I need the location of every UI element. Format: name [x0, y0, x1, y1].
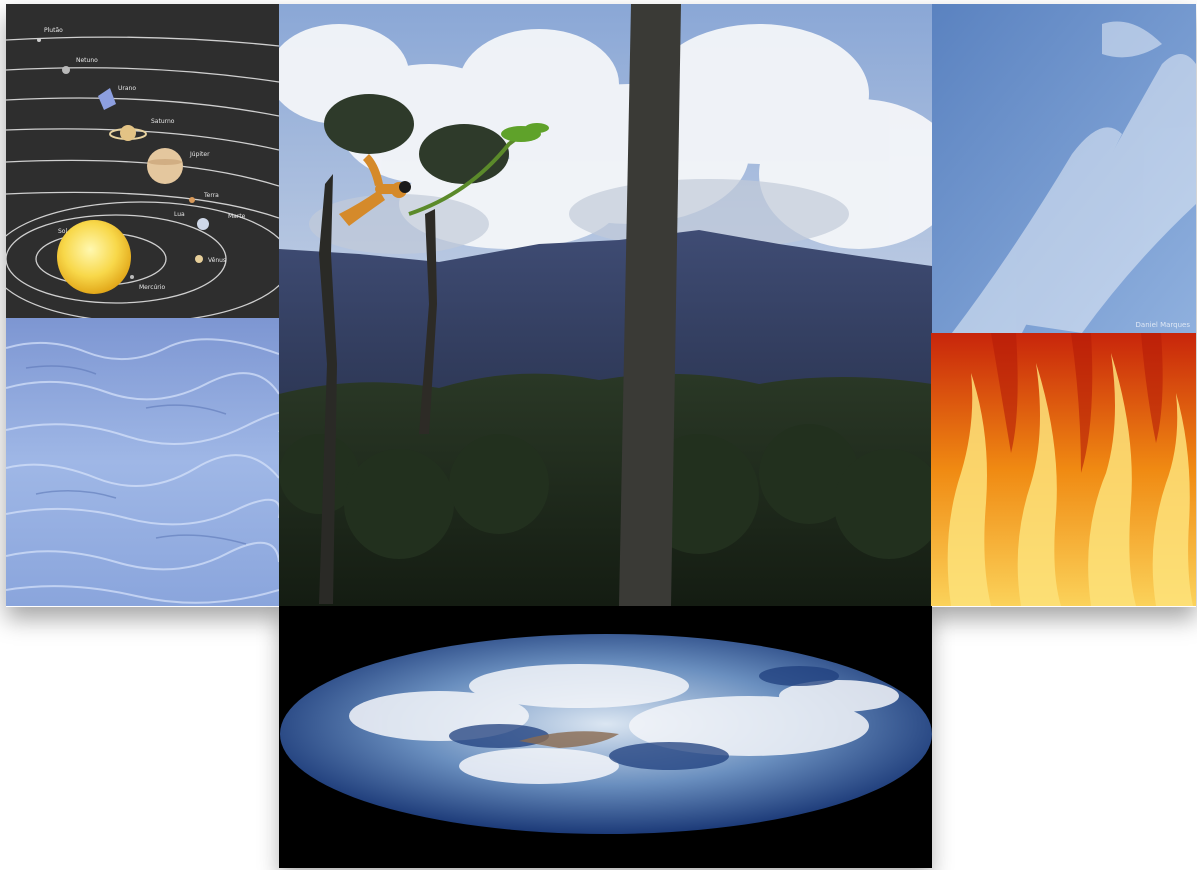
earth-tile — [279, 606, 932, 868]
label-uranus: Urano — [118, 85, 136, 92]
water-tile — [6, 318, 279, 606]
label-mars: Marte — [228, 213, 246, 220]
label-saturn: Saturno — [151, 118, 175, 125]
sky-clouds-icon — [932, 4, 1196, 333]
solar-system-icon: Plutão Netuno Urano Saturno Júpiter Terr… — [6, 4, 279, 318]
label-mercury: Mercúrio — [139, 284, 165, 291]
sky-tile: Daniel Marques — [932, 4, 1196, 333]
fire-icon — [931, 333, 1196, 606]
label-earth: Terra — [203, 192, 219, 199]
label-sun: Sol — [58, 228, 67, 235]
earth-icon — [279, 606, 932, 868]
fire-tile — [931, 333, 1196, 606]
label-moon: Lua — [174, 211, 185, 218]
label-pluto: Plutão — [44, 27, 63, 34]
solar-system-tile: Plutão Netuno Urano Saturno Júpiter Terr… — [6, 4, 279, 318]
water-icon — [6, 318, 279, 606]
label-jupiter: Júpiter — [189, 151, 210, 158]
label-neptune: Netuno — [76, 57, 98, 64]
label-venus: Vênus — [208, 257, 226, 264]
forest-scene-icon — [279, 4, 932, 606]
sky-caption: Daniel Marques — [1135, 321, 1190, 329]
rainforest-tile — [279, 4, 932, 606]
